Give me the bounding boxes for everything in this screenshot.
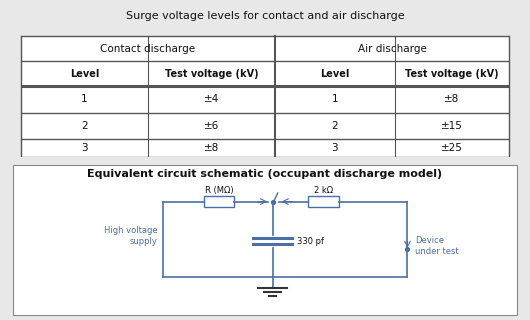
Text: 2 kΩ: 2 kΩ [314,186,333,195]
Text: 1: 1 [332,94,338,104]
Text: 3: 3 [332,143,338,153]
Text: ±15: ±15 [441,121,463,131]
FancyBboxPatch shape [204,196,234,207]
Text: 1: 1 [81,94,87,104]
Text: R (MΩ): R (MΩ) [205,186,234,195]
Text: 330 pf: 330 pf [297,237,324,246]
Text: 2: 2 [332,121,338,131]
Text: Device
under test: Device under test [415,236,459,256]
Text: Surge voltage levels for contact and air discharge: Surge voltage levels for contact and air… [126,11,404,21]
FancyBboxPatch shape [13,165,517,315]
Text: ±8: ±8 [444,94,460,104]
Text: Level: Level [320,68,350,79]
Text: Equivalent circuit schematic (occupant discharge model): Equivalent circuit schematic (occupant d… [87,169,443,179]
Text: 3: 3 [81,143,87,153]
Text: ±4: ±4 [204,94,219,104]
Text: Test voltage (kV): Test voltage (kV) [405,68,499,79]
Text: Air discharge: Air discharge [358,44,427,54]
Text: Test voltage (kV): Test voltage (kV) [165,68,259,79]
Text: Level: Level [69,68,99,79]
Text: ±25: ±25 [441,143,463,153]
FancyBboxPatch shape [308,196,339,207]
Text: ±6: ±6 [204,121,219,131]
Text: Contact discharge: Contact discharge [100,44,196,54]
Text: 2: 2 [81,121,87,131]
Text: ±8: ±8 [204,143,219,153]
Text: High voltage
supply: High voltage supply [103,227,157,246]
FancyBboxPatch shape [21,36,509,157]
